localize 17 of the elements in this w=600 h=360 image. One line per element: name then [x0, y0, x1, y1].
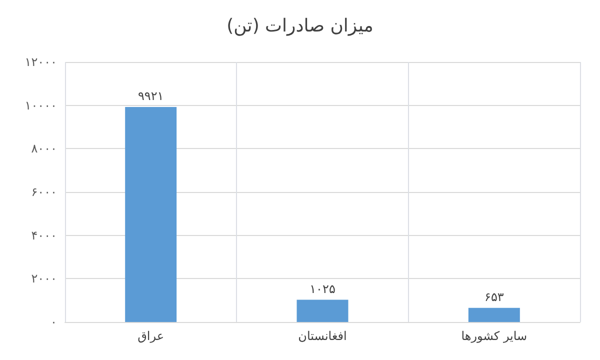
y-tick-label: ۱۲۰۰۰: [24, 55, 57, 69]
x-tick-label: عراق: [138, 329, 164, 343]
y-tick-label: ۶۰۰۰: [31, 185, 57, 199]
data-label: ۹۹۲۱: [138, 89, 164, 104]
chart-title: میزان صادرات (تن): [226, 16, 374, 36]
bar: [125, 107, 177, 322]
data-label: ۱۰۲۵: [310, 282, 336, 296]
x-tick-label: سایر کشورها: [461, 329, 528, 343]
bar: [296, 300, 348, 322]
y-tick-label: ۲۰۰۰: [31, 272, 57, 286]
y-tick-label: ۰: [50, 315, 57, 329]
y-tick-label: ۸۰۰۰: [31, 142, 57, 156]
x-tick-label: افغانستان: [298, 329, 347, 343]
y-tick-label: ۱۰۰۰۰: [24, 98, 57, 112]
data-label: ۶۵۳: [484, 290, 504, 304]
bar: [468, 308, 520, 322]
y-tick-label: ۴۰۰۰: [31, 228, 57, 242]
